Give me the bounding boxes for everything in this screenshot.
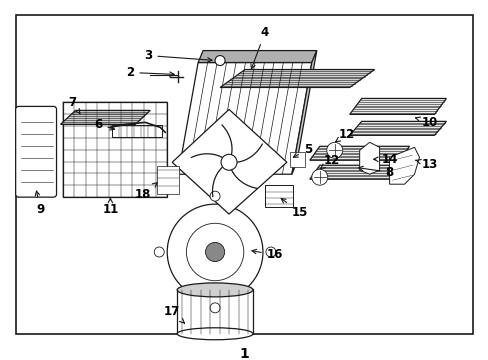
Bar	[112, 125, 162, 137]
Circle shape	[205, 242, 224, 262]
Circle shape	[326, 142, 342, 158]
Bar	[177, 289, 252, 334]
Polygon shape	[291, 50, 316, 174]
Circle shape	[311, 169, 327, 185]
Text: 7: 7	[68, 96, 80, 114]
Polygon shape	[178, 63, 311, 174]
Text: 17: 17	[164, 305, 184, 323]
Bar	[264, 185, 292, 207]
Text: 13: 13	[415, 158, 437, 171]
Polygon shape	[309, 146, 408, 160]
Text: 2: 2	[126, 66, 174, 79]
Polygon shape	[359, 142, 379, 174]
Text: 1: 1	[239, 347, 248, 360]
Bar	[62, 103, 167, 197]
Circle shape	[210, 303, 220, 313]
Text: 6: 6	[94, 118, 114, 131]
Text: 5: 5	[293, 143, 311, 157]
Polygon shape	[349, 98, 446, 114]
Circle shape	[167, 204, 263, 300]
Text: 18: 18	[135, 183, 157, 201]
Polygon shape	[289, 152, 304, 167]
Polygon shape	[220, 69, 374, 87]
Text: 9: 9	[35, 191, 44, 216]
Polygon shape	[172, 109, 286, 214]
Text: 11: 11	[102, 198, 118, 216]
Circle shape	[221, 154, 237, 170]
Text: 12: 12	[320, 154, 339, 168]
Ellipse shape	[177, 283, 252, 297]
Text: 3: 3	[144, 49, 212, 62]
FancyBboxPatch shape	[16, 107, 57, 197]
Circle shape	[265, 247, 275, 257]
Polygon shape	[61, 111, 150, 124]
Circle shape	[215, 55, 224, 66]
Circle shape	[210, 191, 220, 201]
Text: 15: 15	[281, 198, 307, 219]
Text: 16: 16	[251, 248, 283, 261]
Circle shape	[154, 247, 164, 257]
Text: 4: 4	[250, 26, 268, 69]
Polygon shape	[349, 121, 446, 135]
Text: 12: 12	[335, 128, 354, 142]
Polygon shape	[309, 165, 408, 179]
Polygon shape	[198, 50, 316, 63]
Text: 8: 8	[358, 166, 393, 179]
Bar	[157, 166, 179, 194]
Circle shape	[186, 223, 244, 281]
Ellipse shape	[177, 328, 252, 340]
Text: 14: 14	[373, 153, 397, 166]
Text: 10: 10	[415, 116, 437, 129]
Polygon shape	[389, 147, 419, 184]
